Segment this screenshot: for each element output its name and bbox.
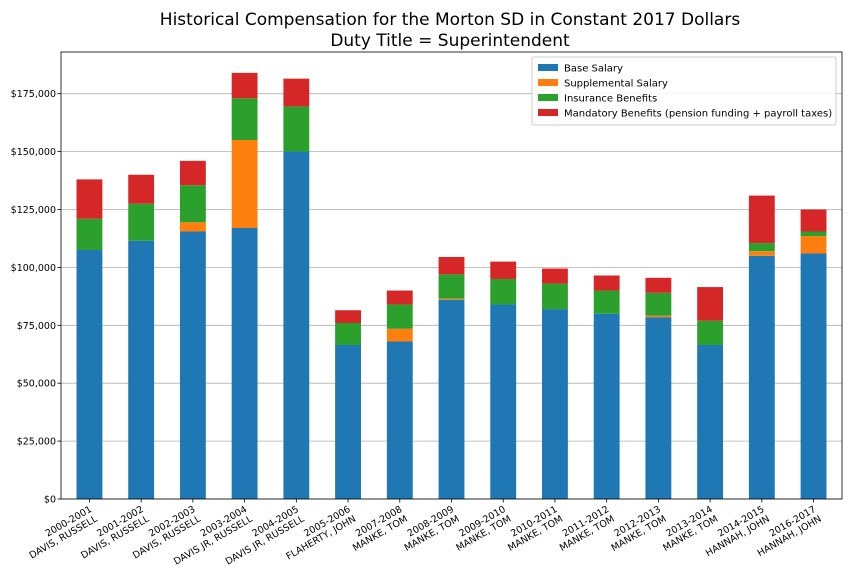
bar-segment: [697, 320, 724, 345]
bar-segment: [438, 256, 465, 275]
legend-label: Supplemental Salary: [564, 79, 668, 90]
bar-segment: [386, 341, 413, 499]
bar-segment: [490, 261, 517, 279]
bars: [76, 72, 827, 499]
bar-segment: [386, 328, 413, 342]
y-tick-label: $125,000: [11, 205, 56, 216]
bar-segment: [800, 209, 827, 232]
bar-segment: [490, 278, 517, 305]
bar-segment: [335, 344, 361, 499]
bar-segment: [283, 151, 310, 499]
bar-segment: [800, 253, 827, 499]
bar-segment: [645, 315, 672, 318]
bar-segment: [283, 106, 310, 152]
bar-segment: [179, 231, 206, 499]
bar-segment: [386, 304, 413, 329]
legend-label: Insurance Benefits: [564, 94, 657, 105]
bar-segment: [697, 344, 724, 499]
legend-swatch: [538, 64, 558, 71]
bar-segment: [645, 277, 672, 293]
bar-segment: [179, 185, 206, 223]
bar-segment: [231, 140, 258, 229]
x-tick-label: 2007-2008MANKE, TOM: [345, 504, 409, 554]
x-tick-label: 2010-2011MANKE, TOM: [501, 504, 565, 554]
chart-subtitle: Duty Title = Superintendent: [330, 31, 570, 51]
bar-segment: [645, 317, 672, 499]
bar-segment: [231, 228, 258, 499]
y-tick-label: $25,000: [17, 437, 56, 448]
y-tick-label: $100,000: [11, 263, 56, 274]
bar-segment: [231, 98, 258, 141]
bar-segment: [231, 72, 258, 99]
bar-segment: [800, 231, 827, 237]
x-tick-label: 2008-2009MANKE, TOM: [397, 504, 461, 554]
bar-segment: [800, 236, 827, 254]
y-tick-label: $175,000: [11, 89, 56, 100]
bar-segment: [128, 240, 155, 499]
legend-label: Mandatory Benefits (pension funding + pa…: [564, 109, 832, 120]
bar-segment: [542, 268, 568, 284]
bar-segment: [593, 290, 620, 314]
bar-segment: [386, 290, 413, 305]
y-axis: $0 $25,000 $50,000 $75,000 $100,000 $125,000 $…: [11, 89, 61, 506]
bar-segment: [438, 274, 465, 299]
y-tick-label: $150,000: [11, 147, 56, 158]
bar-segment: [542, 309, 568, 499]
bar-segment: [748, 251, 775, 256]
y-tick-label: $50,000: [17, 379, 56, 390]
bar-segment: [335, 310, 361, 323]
bar-segment: [76, 218, 103, 251]
bar-segment: [179, 160, 206, 186]
bar-segment: [335, 322, 361, 345]
bar-segment: [76, 179, 103, 219]
bar-segment: [179, 222, 206, 232]
bar-segment: [748, 255, 775, 499]
bar-segment: [697, 287, 724, 321]
y-tick-label: $75,000: [17, 321, 56, 332]
x-tick-label: 2009-2010MANKE, TOM: [449, 504, 513, 554]
bar-segment: [645, 292, 672, 316]
legend-swatch: [538, 94, 558, 101]
x-tick-label: 2011-2012MANKE, TOM: [552, 504, 616, 554]
legend: Base Salary Supplemental Salary Insurance …: [531, 56, 837, 126]
bar-segment: [490, 304, 517, 499]
bar-segment: [438, 299, 465, 499]
bar-segment: [76, 250, 103, 499]
chart-title: Historical Compensation for the Morton S…: [160, 10, 741, 30]
bar-segment: [128, 203, 155, 241]
legend-label: Base Salary: [564, 64, 623, 75]
bar-segment: [593, 313, 620, 499]
bar-segment: [542, 283, 568, 310]
legend-swatch: [538, 79, 558, 86]
y-tick-label: $0: [44, 495, 56, 506]
bar-segment: [748, 195, 775, 244]
bar-segment: [128, 174, 155, 204]
legend-box: [531, 56, 837, 126]
legend-swatch: [538, 109, 558, 116]
bar-segment: [593, 275, 620, 291]
bar-segment: [283, 78, 310, 107]
x-tick-label: 2012-2013MANKE, TOM: [604, 504, 668, 554]
bar-segment: [748, 243, 775, 252]
bar-segment: [438, 298, 465, 300]
